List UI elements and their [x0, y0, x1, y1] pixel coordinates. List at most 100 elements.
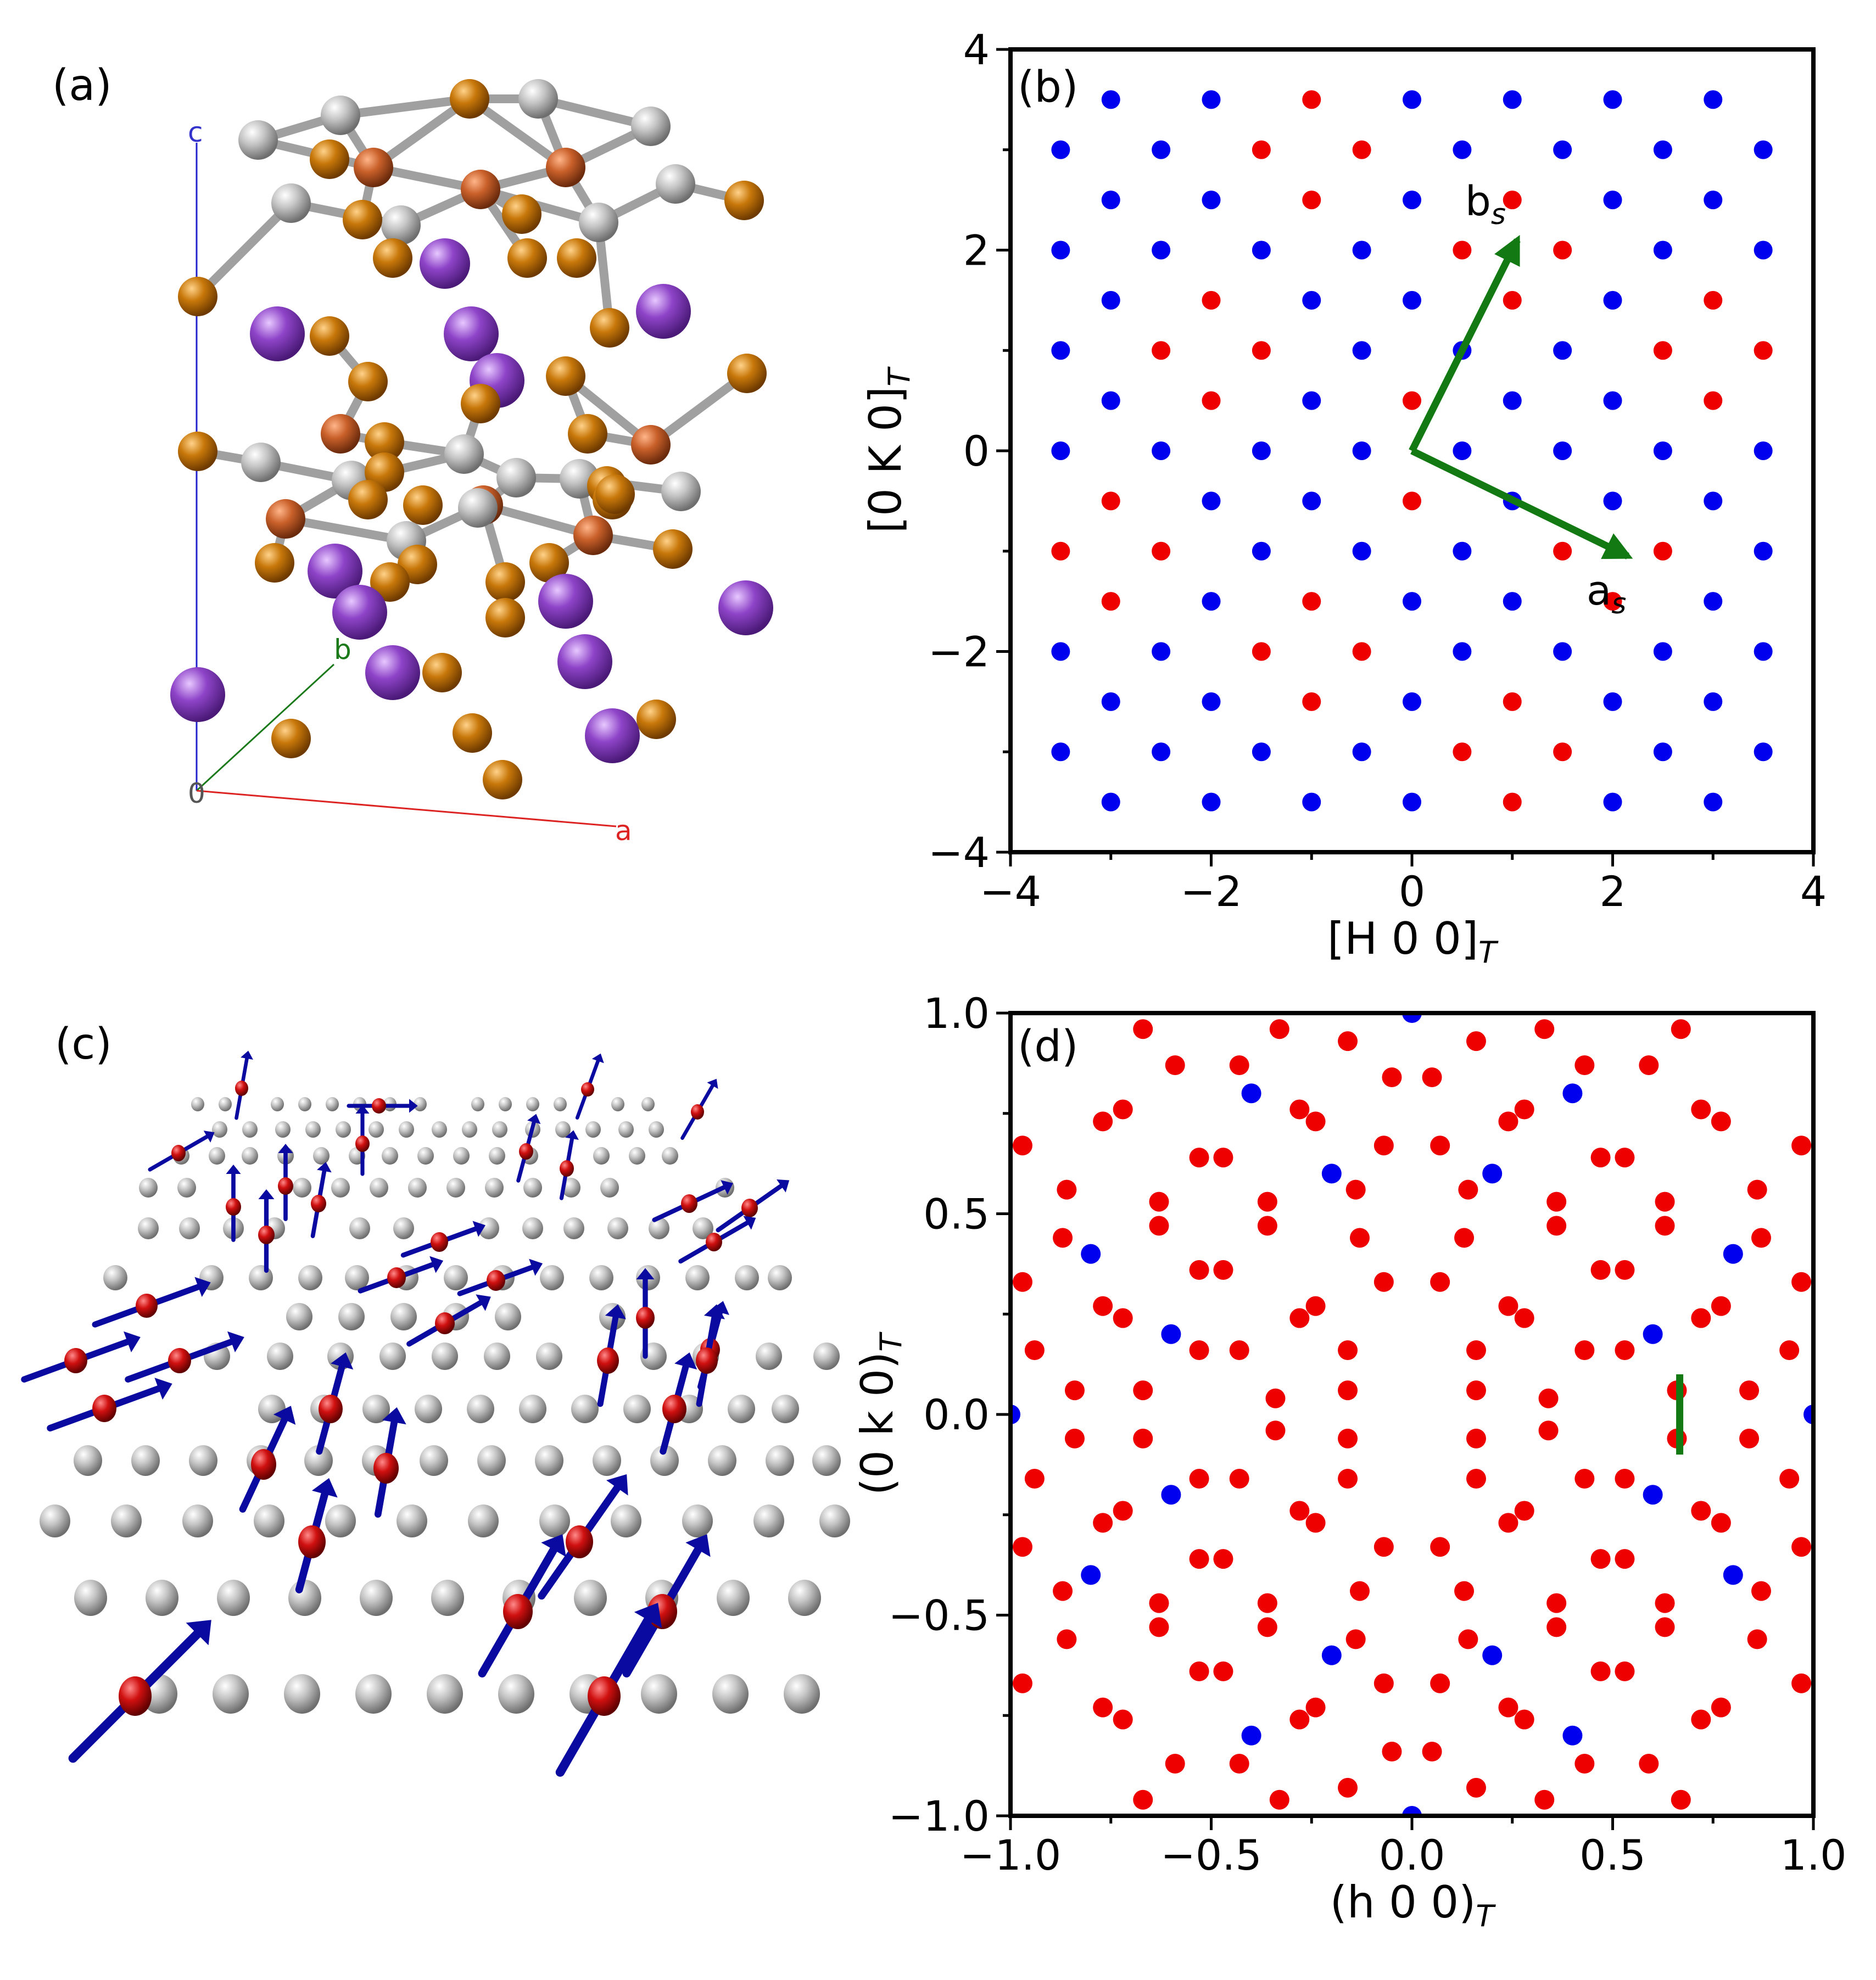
spin-site — [555, 1602, 662, 1777]
y-tick-label: 0 — [963, 427, 990, 476]
red-spin-sphere — [431, 1232, 448, 1252]
orange-atom — [546, 356, 585, 396]
blue-point — [1241, 1725, 1261, 1746]
blue-point — [1653, 441, 1672, 460]
spin-site — [400, 1221, 485, 1258]
spin-site — [575, 1053, 604, 1120]
blue-point — [1051, 642, 1070, 661]
red-point — [1012, 1537, 1032, 1557]
red-point — [1422, 1067, 1442, 1087]
orange-atom — [450, 79, 489, 119]
gray-sphere — [682, 1504, 713, 1537]
red-point — [1165, 1055, 1185, 1076]
gray-sphere — [393, 1217, 414, 1239]
red-spin-sphere — [372, 1098, 386, 1114]
gray-sphere — [345, 1265, 369, 1290]
spin-site — [226, 1165, 241, 1242]
axis-ticks — [996, 1011, 1815, 1830]
x-tick-label: −4 — [980, 867, 1041, 916]
red-point — [1514, 1099, 1534, 1120]
gray-sphere — [390, 1303, 417, 1330]
a-s-vector — [1410, 448, 1633, 560]
blue-point — [1321, 1645, 1342, 1665]
spin-site — [406, 1294, 491, 1347]
red-point — [1739, 1380, 1760, 1401]
spin-arrowhead — [565, 1130, 579, 1140]
gray-sphere — [271, 1097, 284, 1111]
gray-sphere — [254, 1504, 284, 1537]
lattice-spheres — [21, 1050, 850, 1777]
gray-sphere — [641, 1097, 655, 1111]
spin-arrowhead — [241, 1050, 253, 1060]
purple-atom — [557, 634, 612, 689]
blue-point — [1453, 140, 1472, 159]
gray-sphere — [313, 1147, 330, 1165]
panel-d-diffraction-pattern: (d) −1.0 −0.5 0.0 0.5 1.0 −1.0 −0.5 0.0 0.5 1.0 (h… — [852, 989, 1846, 1933]
red-point — [1403, 391, 1421, 410]
red-point — [1615, 1661, 1635, 1681]
spin-site — [696, 1304, 725, 1407]
red-point — [1538, 1420, 1559, 1441]
gray-sphere — [519, 1395, 546, 1423]
gray-sphere — [446, 1178, 465, 1198]
red-point — [1257, 1216, 1277, 1236]
gray-sphere — [432, 1121, 447, 1138]
gray-sphere — [784, 1674, 820, 1714]
gray-sphere — [650, 1445, 679, 1476]
orange-atom — [461, 384, 500, 423]
red-point — [1338, 1428, 1358, 1448]
gray-sphere — [812, 1445, 841, 1476]
gray-sphere — [468, 1504, 499, 1537]
blue-point — [1051, 441, 1070, 460]
gray-sphere — [103, 1265, 127, 1290]
gray-sphere — [540, 1265, 564, 1290]
gray-sphere — [189, 1445, 217, 1476]
spin-site — [316, 1352, 354, 1455]
red-point — [1189, 1468, 1209, 1489]
gray-sphere — [717, 1580, 750, 1616]
gray-sphere — [305, 1121, 321, 1138]
blue-point — [1603, 792, 1622, 812]
red-point — [1289, 1308, 1310, 1328]
red-point — [1265, 1420, 1286, 1441]
spin-site — [125, 1331, 244, 1383]
red-spin-sphere — [319, 1395, 343, 1423]
gray-sphere — [275, 1121, 291, 1138]
blue-point — [1453, 642, 1472, 661]
gray-sphere — [467, 1395, 494, 1423]
gray-sphere — [495, 1303, 521, 1330]
orange-atom — [403, 485, 443, 525]
gray-atom — [631, 107, 671, 146]
red-point — [1305, 1111, 1326, 1132]
x-tick-label: 2 — [1599, 867, 1626, 916]
spin-arrowhead — [472, 1221, 485, 1237]
gray-sphere — [431, 1580, 464, 1616]
red-spin-sphere — [636, 1307, 655, 1329]
x-tick-label: −2 — [1180, 867, 1242, 916]
red-point — [1575, 1468, 1595, 1489]
orange-atom — [271, 719, 311, 758]
y-tick-label: −2 — [928, 628, 990, 676]
red-point — [1213, 1148, 1233, 1168]
gray-atom — [661, 472, 701, 511]
blue-point — [1403, 290, 1421, 310]
gray-sphere — [462, 1121, 477, 1138]
red-spin-sphere — [387, 1267, 406, 1288]
y-tick-label: 4 — [963, 25, 990, 74]
x-tick-label: −0.5 — [1160, 1831, 1262, 1880]
red-point — [1546, 1192, 1567, 1212]
gray-sphere — [600, 1178, 619, 1198]
spin-site — [278, 1144, 293, 1221]
blue-point — [1152, 140, 1171, 159]
vector-label-sub: s — [1611, 588, 1626, 620]
spin-arrowhead — [227, 1331, 244, 1352]
bond — [193, 199, 295, 301]
x-tick-label: 4 — [1800, 867, 1827, 916]
gray-atom — [321, 96, 360, 135]
red-point — [1514, 1501, 1534, 1521]
red-point — [1345, 1179, 1366, 1200]
red-point — [1503, 191, 1522, 210]
x-axis-label-text: [H 0 0] — [1327, 913, 1478, 964]
gray-sphere — [420, 1445, 448, 1476]
orange-atom — [310, 316, 349, 356]
